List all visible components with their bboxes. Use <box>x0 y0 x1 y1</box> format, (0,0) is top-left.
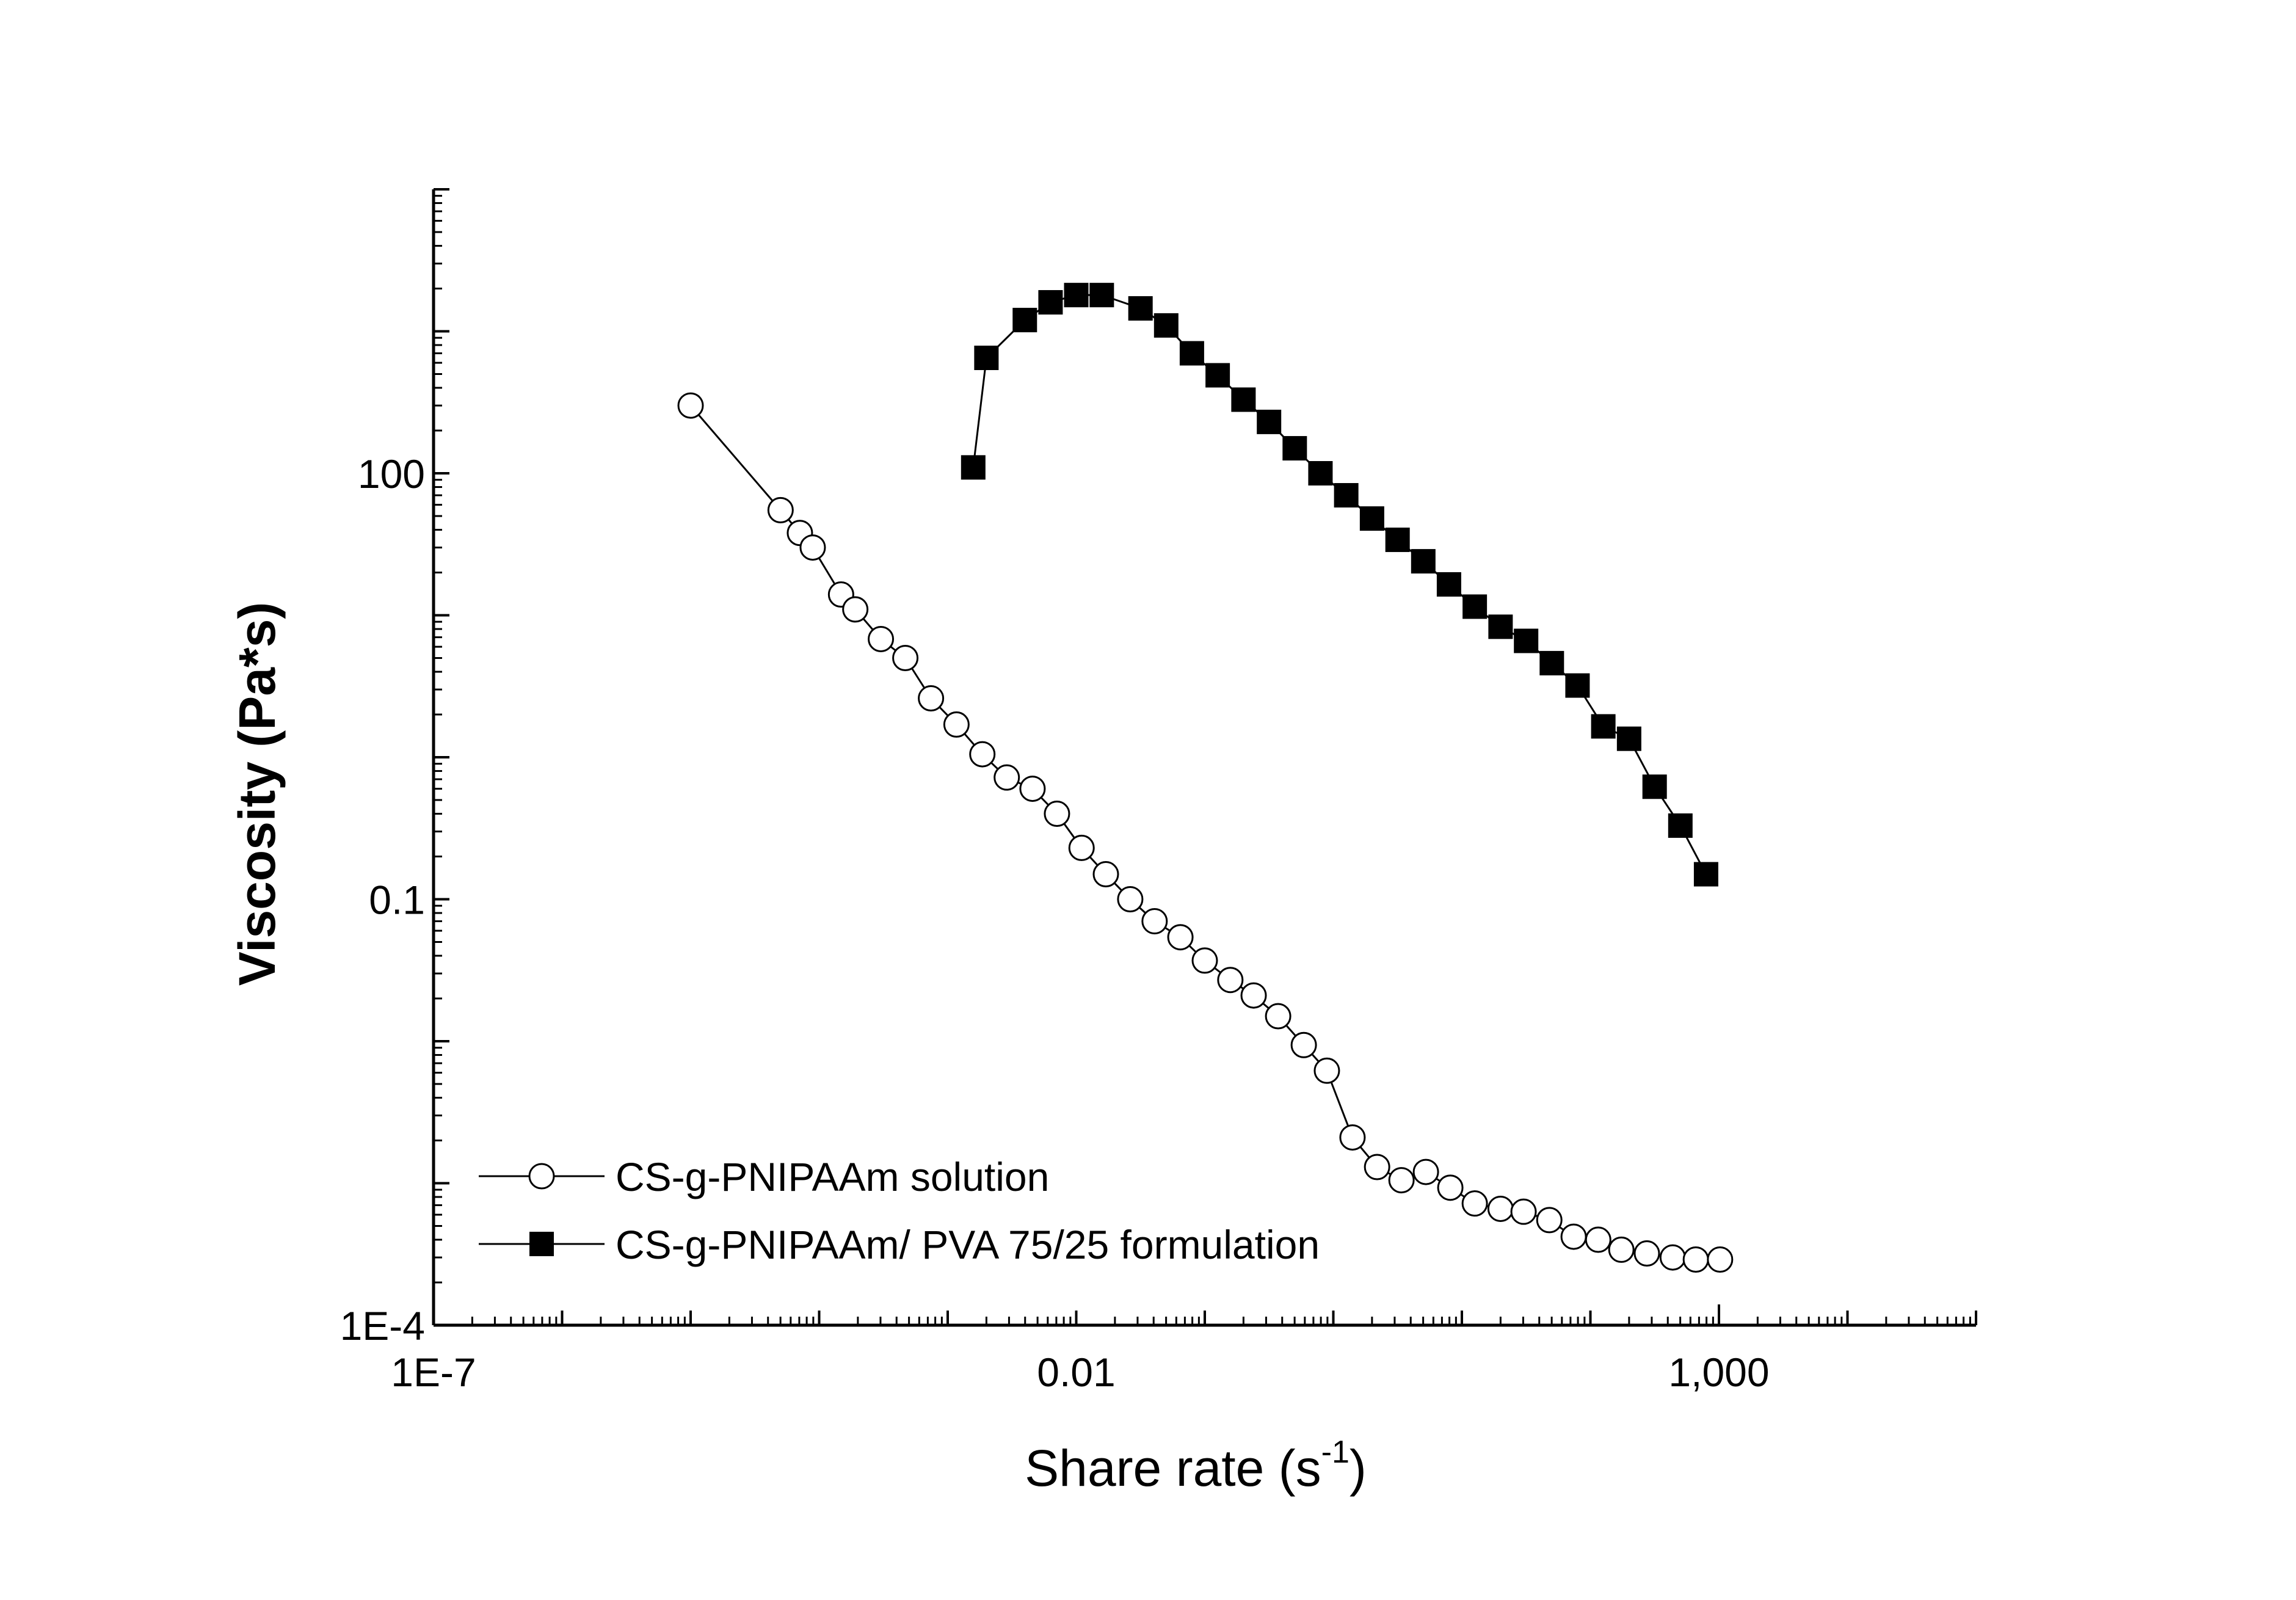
data-point-formulation <box>1539 650 1564 675</box>
data-point-solution <box>1585 1226 1611 1253</box>
data-point-formulation <box>1179 341 1204 366</box>
x-tick-label: 1,000 <box>1668 1350 1769 1395</box>
data-point-solution <box>1092 861 1119 888</box>
data-point-solution <box>1461 1190 1488 1217</box>
y-tick-label: 1E-4 <box>340 1303 425 1348</box>
data-point-solution <box>1412 1158 1439 1185</box>
data-point-solution <box>1068 834 1095 861</box>
data-point-solution <box>1191 947 1218 974</box>
data-point-solution <box>1659 1244 1686 1271</box>
data-point-formulation <box>1591 714 1616 739</box>
data-point-solution <box>994 764 1020 791</box>
data-point-formulation <box>1488 614 1513 639</box>
data-point-formulation <box>961 455 986 480</box>
data-point-solution <box>1608 1236 1635 1263</box>
y-tick-label: 0.1 <box>369 878 425 923</box>
data-point-solution <box>1682 1246 1709 1273</box>
data-point-formulation <box>1257 409 1282 434</box>
data-point-solution <box>1044 801 1070 827</box>
x-axis-title: Share rate (s-1) <box>1025 1435 1367 1497</box>
data-point-formulation <box>1308 461 1333 485</box>
legend-marker-formulation <box>529 1232 554 1256</box>
y-tick-label: 100 <box>358 451 425 496</box>
data-point-formulation <box>1153 313 1179 338</box>
legend-marker-solution <box>528 1163 555 1190</box>
y-axis-title: Viscosity (Pa*s) <box>228 602 286 986</box>
data-point-solution <box>1217 967 1244 994</box>
data-point-solution <box>767 496 794 523</box>
data-point-formulation <box>1089 283 1114 308</box>
data-point-solution <box>1240 982 1267 1009</box>
legend-label-formulation: CS-g-PNIPAAm/ PVA 75/25 formulation <box>616 1222 1320 1267</box>
data-point-solution <box>1536 1207 1563 1234</box>
data-point-solution <box>1141 908 1168 935</box>
data-point-formulation <box>1616 726 1641 751</box>
plot-series <box>677 283 1734 1273</box>
data-point-solution <box>918 685 945 712</box>
data-point-solution <box>1437 1174 1464 1201</box>
legend-item-solution: CS-g-PNIPAAm solution <box>479 1154 1049 1199</box>
data-point-solution <box>1487 1195 1514 1222</box>
data-point-solution <box>892 644 919 671</box>
data-point-solution <box>1290 1031 1317 1058</box>
data-point-formulation <box>1064 283 1089 308</box>
data-point-solution <box>1117 886 1144 912</box>
data-point-solution <box>1019 776 1046 802</box>
data-point-solution <box>677 392 704 419</box>
data-point-solution <box>1167 924 1194 951</box>
data-point-formulation <box>1359 506 1384 531</box>
legend-label-solution: CS-g-PNIPAAm solution <box>616 1154 1049 1199</box>
data-point-solution <box>969 741 996 768</box>
data-point-solution <box>799 534 826 561</box>
data-point-formulation <box>1012 308 1037 333</box>
data-point-solution <box>1510 1198 1537 1225</box>
data-point-formulation <box>1282 436 1307 461</box>
data-point-formulation <box>1668 813 1693 838</box>
data-point-solution <box>943 711 970 738</box>
x-tick-label: 1E-7 <box>391 1350 476 1395</box>
data-point-solution <box>1707 1246 1734 1273</box>
data-point-solution <box>1388 1167 1415 1194</box>
data-point-formulation <box>1462 594 1488 619</box>
data-point-formulation <box>974 345 999 370</box>
data-point-solution <box>842 596 869 623</box>
data-point-formulation <box>1128 296 1153 321</box>
data-point-formulation <box>1231 387 1256 412</box>
data-point-formulation <box>1514 628 1539 653</box>
data-point-solution <box>1364 1154 1390 1180</box>
data-point-formulation <box>1436 572 1461 597</box>
data-point-solution <box>1313 1057 1340 1084</box>
data-point-solution <box>1633 1240 1660 1267</box>
x-tick-label: 0.01 <box>1037 1350 1115 1395</box>
data-point-formulation <box>1565 673 1590 698</box>
data-point-formulation <box>1038 290 1063 315</box>
data-point-solution <box>1560 1223 1587 1250</box>
axes: 1E-7 0.01 1,000 1E-4 0.1 100 <box>340 188 1977 1395</box>
data-point-solution <box>868 625 895 652</box>
legend-item-formulation: CS-g-PNIPAAm/ PVA 75/25 formulation <box>479 1222 1320 1267</box>
data-point-formulation <box>1411 549 1436 574</box>
legend: CS-g-PNIPAAm solution CS-g-PNIPAAm/ PVA … <box>479 1154 1320 1267</box>
series-line-2 <box>972 294 1707 875</box>
series-line-1 <box>689 405 1720 1260</box>
data-point-solution <box>1265 1003 1292 1030</box>
data-point-formulation <box>1693 862 1718 887</box>
data-point-formulation <box>1385 527 1410 552</box>
data-point-formulation <box>1205 363 1230 388</box>
data-point-formulation <box>1334 483 1359 508</box>
data-point-formulation <box>1642 774 1667 799</box>
data-point-solution <box>1339 1124 1366 1151</box>
